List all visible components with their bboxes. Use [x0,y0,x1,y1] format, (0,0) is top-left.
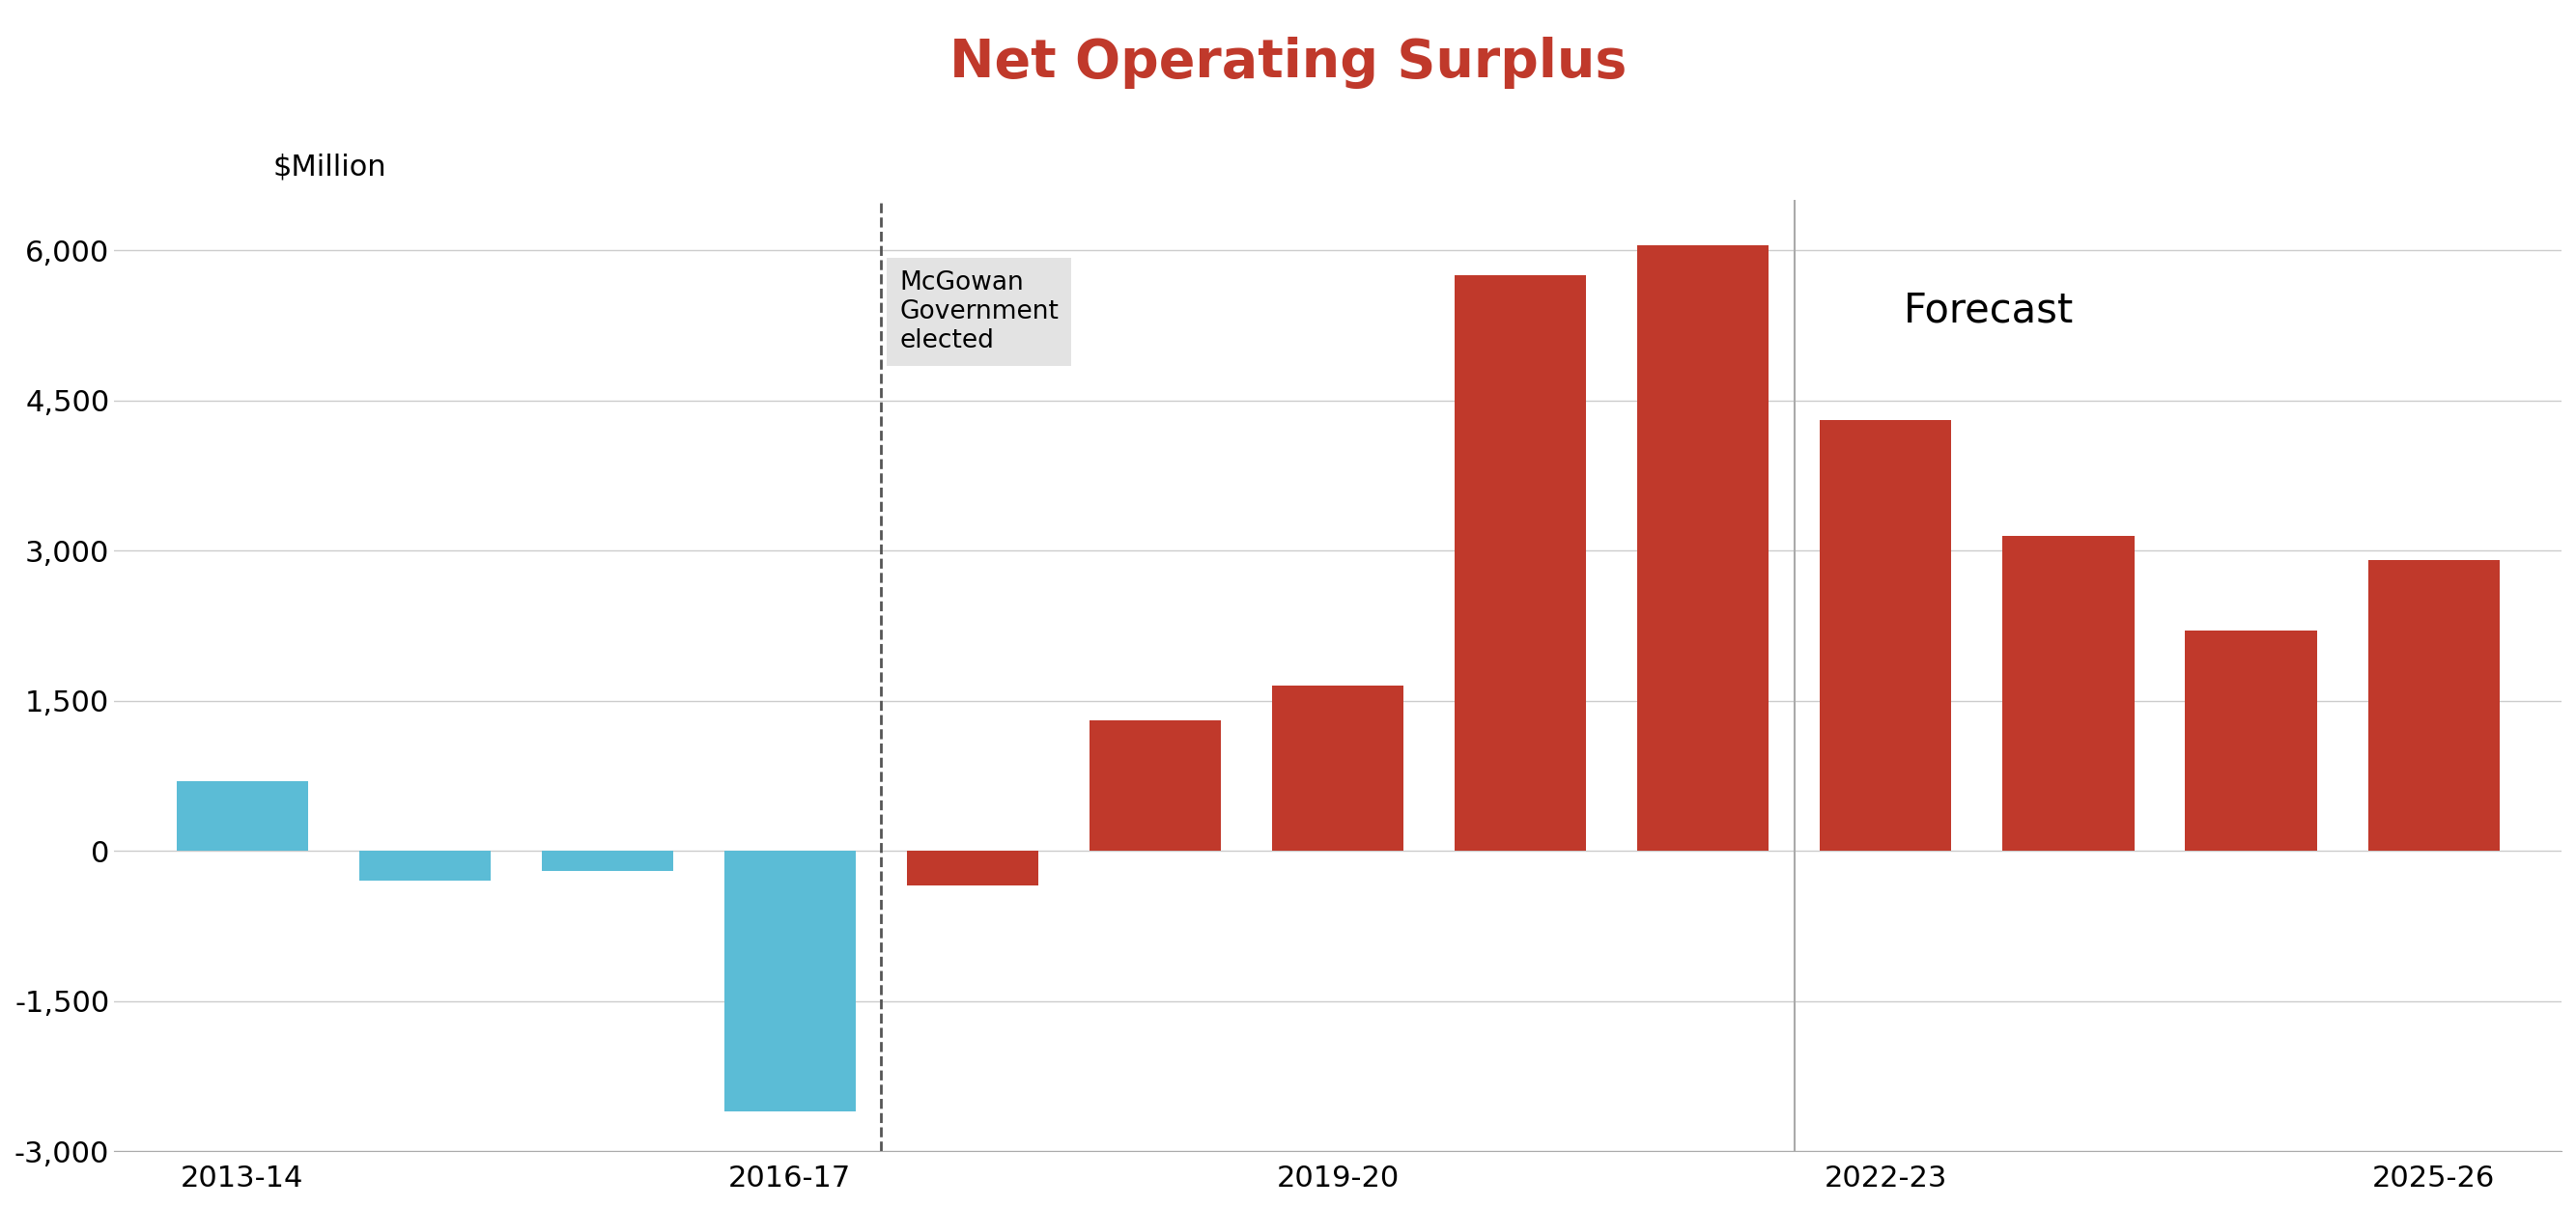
Bar [1821,420,1953,851]
Bar [2184,630,2316,851]
Bar [175,781,307,851]
Bar [1638,245,1770,851]
Bar [724,851,855,1112]
Text: McGowan
Government
elected: McGowan Government elected [899,270,1059,354]
Text: Net Operating Surplus: Net Operating Surplus [951,36,1625,88]
Bar [2002,536,2133,851]
Bar [2367,560,2499,851]
Bar [907,851,1038,886]
Bar [358,851,489,881]
Bar [1273,686,1404,851]
Bar [1455,275,1587,851]
Text: $Million: $Million [273,153,386,181]
Bar [541,851,672,870]
Bar [1090,721,1221,851]
Text: Forecast: Forecast [1904,290,2074,331]
